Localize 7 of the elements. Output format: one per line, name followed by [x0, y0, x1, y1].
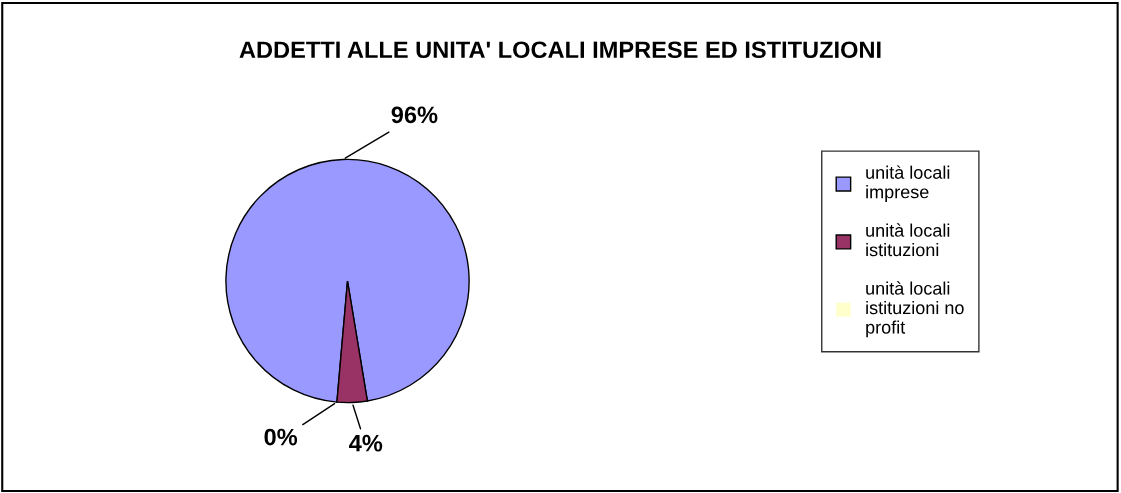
legend-label: unità locali istituzioni: [866, 223, 950, 257]
chart-title: ADDETTI ALLE UNITA' LOCALI IMPRESE ED ISTITUZIONI: [239, 41, 881, 59]
legend-label: unità locali imprese: [866, 165, 950, 202]
data-label: 96%: [391, 106, 438, 124]
data-label: 4%: [349, 434, 383, 452]
text: 0%: [264, 428, 298, 446]
legend-label: unità locali istituzioni no profit: [866, 281, 964, 338]
